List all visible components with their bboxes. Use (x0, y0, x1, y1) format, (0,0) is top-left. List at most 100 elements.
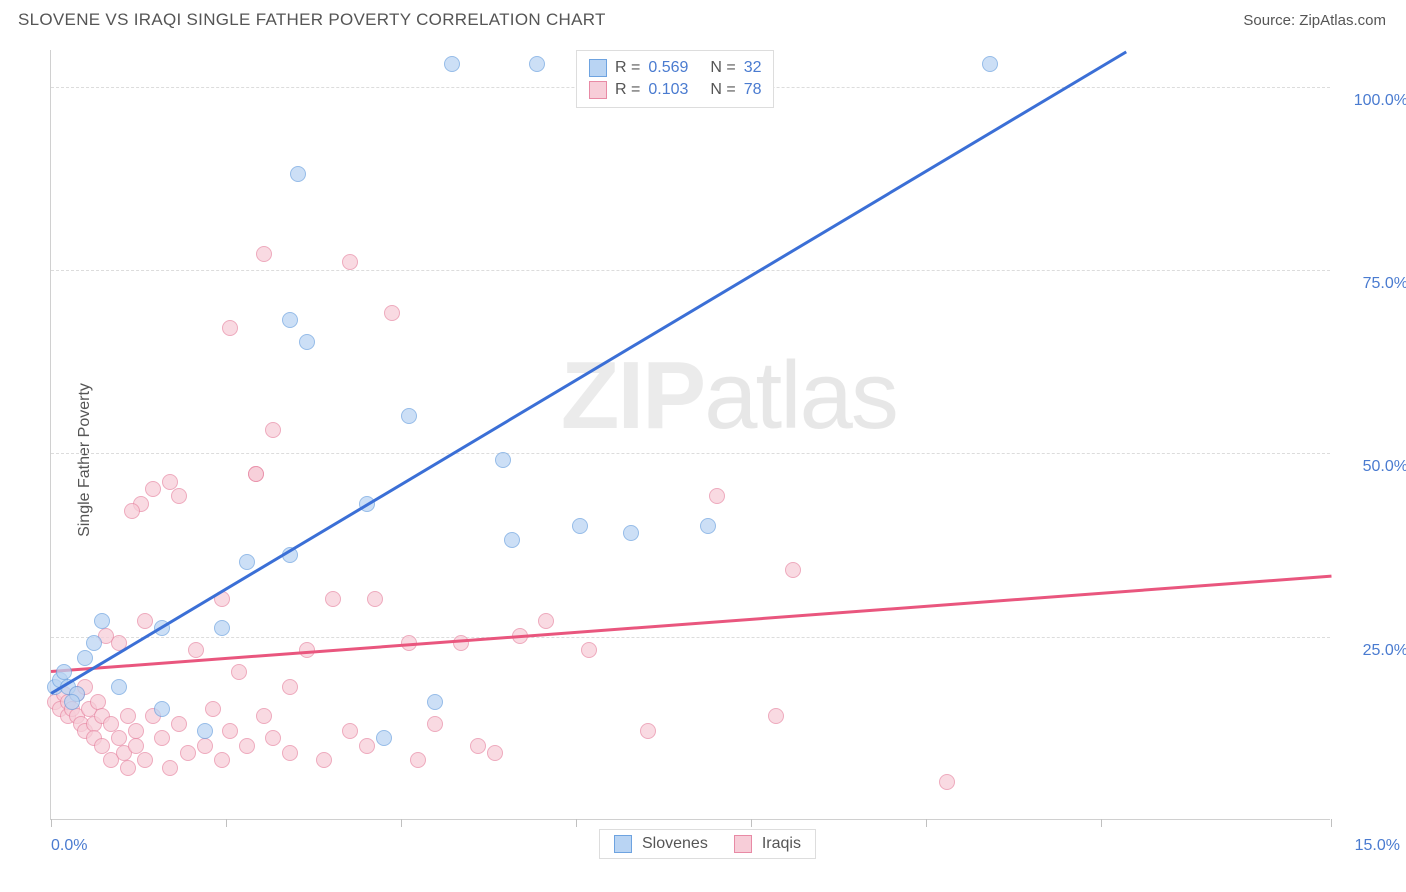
y-tick-label: 25.0% (1363, 642, 1406, 660)
y-tick-label: 100.0% (1354, 92, 1406, 110)
legend-row-iraqis: R = 0.103 N = 78 (589, 79, 761, 101)
x-tick-label: 0.0% (51, 837, 87, 855)
data-point-iraqis (248, 466, 264, 482)
data-point-slovenes (64, 694, 80, 710)
data-point-iraqis (640, 723, 656, 739)
data-point-iraqis (538, 613, 554, 629)
data-point-iraqis (188, 642, 204, 658)
data-point-slovenes (299, 334, 315, 350)
data-point-slovenes (444, 56, 460, 72)
data-point-slovenes (197, 723, 213, 739)
data-point-iraqis (128, 723, 144, 739)
data-point-slovenes (239, 554, 255, 570)
data-point-slovenes (982, 56, 998, 72)
legend-series: Slovenes Iraqis (599, 829, 816, 859)
data-point-slovenes (77, 650, 93, 666)
data-point-iraqis (709, 488, 725, 504)
data-point-iraqis (137, 613, 153, 629)
data-point-iraqis (128, 738, 144, 754)
data-point-iraqis (171, 716, 187, 732)
data-point-iraqis (785, 562, 801, 578)
data-point-iraqis (197, 738, 213, 754)
data-point-iraqis (137, 752, 153, 768)
data-point-iraqis (470, 738, 486, 754)
legend-correlation: R = 0.569 N = 32 R = 0.103 N = 78 (576, 50, 774, 108)
data-point-iraqis (222, 723, 238, 739)
trendline-iraqis (51, 574, 1331, 672)
data-point-slovenes (529, 56, 545, 72)
data-point-iraqis (265, 730, 281, 746)
data-point-slovenes (495, 452, 511, 468)
data-point-iraqis (367, 591, 383, 607)
x-tick (226, 819, 227, 827)
swatch-slovenes-bottom (614, 835, 632, 853)
data-point-iraqis (256, 246, 272, 262)
data-point-iraqis (427, 716, 443, 732)
data-point-slovenes (504, 532, 520, 548)
data-point-iraqis (111, 730, 127, 746)
x-tick-label: 15.0% (1355, 837, 1400, 855)
data-point-iraqis (768, 708, 784, 724)
x-tick (751, 819, 752, 827)
data-point-iraqis (239, 738, 255, 754)
data-point-iraqis (410, 752, 426, 768)
chart-title: SLOVENE VS IRAQI SINGLE FATHER POVERTY C… (18, 10, 606, 30)
data-point-slovenes (376, 730, 392, 746)
data-point-iraqis (487, 745, 503, 761)
data-point-iraqis (94, 738, 110, 754)
trendline-slovenes (50, 50, 1126, 694)
data-point-iraqis (154, 730, 170, 746)
x-tick (576, 819, 577, 827)
data-point-iraqis (265, 422, 281, 438)
data-point-iraqis (145, 481, 161, 497)
data-point-slovenes (86, 635, 102, 651)
data-point-iraqis (120, 708, 136, 724)
data-point-iraqis (939, 774, 955, 790)
x-tick (926, 819, 927, 827)
data-point-iraqis (120, 760, 136, 776)
data-point-iraqis (180, 745, 196, 761)
data-point-iraqis (282, 679, 298, 695)
data-point-slovenes (623, 525, 639, 541)
header: SLOVENE VS IRAQI SINGLE FATHER POVERTY C… (0, 0, 1406, 38)
data-point-iraqis (581, 642, 597, 658)
data-point-iraqis (453, 635, 469, 651)
data-point-slovenes (290, 166, 306, 182)
y-tick-label: 50.0% (1363, 458, 1406, 476)
x-tick (51, 819, 52, 827)
data-point-slovenes (214, 620, 230, 636)
data-point-iraqis (171, 488, 187, 504)
chart-container: Single Father Poverty ZIPatlas R = 0.569… (0, 40, 1406, 880)
data-point-iraqis (384, 305, 400, 321)
data-point-slovenes (111, 679, 127, 695)
data-point-iraqis (90, 694, 106, 710)
x-tick (401, 819, 402, 827)
data-point-slovenes (427, 694, 443, 710)
swatch-slovenes (589, 59, 607, 77)
swatch-iraqis-bottom (734, 835, 752, 853)
data-point-iraqis (282, 745, 298, 761)
scatter-plot: ZIPatlas R = 0.569 N = 32 R = 0.103 N = … (50, 50, 1330, 820)
source-label: Source: ZipAtlas.com (1243, 12, 1386, 29)
data-point-iraqis (342, 254, 358, 270)
data-point-slovenes (401, 408, 417, 424)
data-point-iraqis (162, 474, 178, 490)
data-point-iraqis (222, 320, 238, 336)
data-point-iraqis (214, 752, 230, 768)
x-tick (1331, 819, 1332, 827)
data-point-iraqis (231, 664, 247, 680)
data-point-iraqis (103, 716, 119, 732)
data-point-iraqis (256, 708, 272, 724)
data-point-iraqis (325, 591, 341, 607)
data-point-slovenes (56, 664, 72, 680)
data-point-iraqis (316, 752, 332, 768)
data-point-slovenes (154, 701, 170, 717)
data-point-iraqis (342, 723, 358, 739)
data-point-iraqis (162, 760, 178, 776)
data-point-iraqis (359, 738, 375, 754)
data-point-iraqis (205, 701, 221, 717)
data-point-slovenes (572, 518, 588, 534)
y-tick-label: 75.0% (1363, 275, 1406, 293)
data-point-slovenes (94, 613, 110, 629)
legend-row-slovenes: R = 0.569 N = 32 (589, 57, 761, 79)
